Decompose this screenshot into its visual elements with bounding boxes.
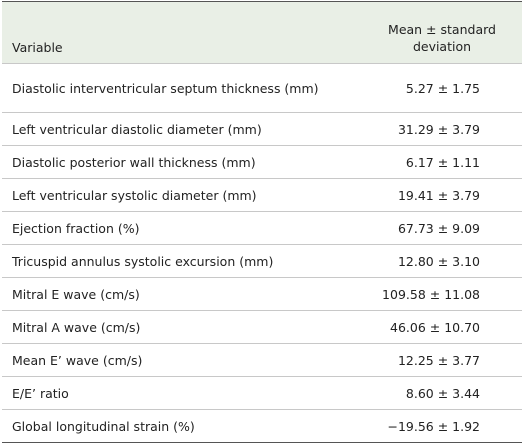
value-cell: 6.17 ± 1.11 [362, 145, 522, 179]
variable-cell: Mitral A wave (cm/s) [2, 310, 362, 344]
variable-cell: Global longitudinal strain (%) [2, 409, 362, 443]
table-row: Global longitudinal strain (%) −19.56 ± 1… [2, 409, 522, 443]
value-cell: 19.41 ± 3.79 [362, 178, 522, 212]
variable-cell: Diastolic posterior wall thickness (mm) [2, 145, 362, 179]
table-row: Ejection fraction (%) 67.73 ± 9.09 [2, 211, 522, 245]
value-cell: 67.73 ± 9.09 [362, 211, 522, 245]
value-cell: 31.29 ± 3.79 [362, 112, 522, 146]
variable-cell: Ejection fraction (%) [2, 211, 362, 245]
variable-cell: Left ventricular systolic diameter (mm) [2, 178, 362, 212]
value-cell: 46.06 ± 10.70 [362, 310, 522, 344]
table-row: Mean E’ wave (cm/s) 12.25 ± 3.77 [2, 343, 522, 377]
header-cell: Mean ± standard deviation [362, 1, 522, 64]
table-row: Diastolic interventricular septum thickn… [2, 63, 522, 113]
variable-cell: Tricuspid annulus systolic excursion (mm… [2, 244, 362, 278]
value-cell: 5.27 ± 1.75 [362, 63, 522, 113]
value-cell: −19.56 ± 1.92 [362, 409, 522, 443]
table-row: Left ventricular systolic diameter (mm) 1… [2, 178, 522, 212]
table-row: Mitral A wave (cm/s) 46.06 ± 10.70 [2, 310, 522, 344]
header-row: Variable Mean ± standard deviation [2, 1, 522, 64]
table-row: Mitral E wave (cm/s) 109.58 ± 11.08 [2, 277, 522, 311]
value-cell: 8.60 ± 3.44 [362, 376, 522, 410]
variable-cell: E/E’ ratio [2, 376, 362, 410]
variable-cell: Mitral E wave (cm/s) [2, 277, 362, 311]
table-row: E/E’ ratio 8.60 ± 3.44 [2, 376, 522, 410]
value-cell: 12.80 ± 3.10 [362, 244, 522, 278]
value-cell: 109.58 ± 11.08 [362, 277, 522, 311]
table-row: Diastolic posterior wall thickness (mm) 6… [2, 145, 522, 179]
variable-cell: Left ventricular diastolic diameter (mm) [2, 112, 362, 146]
variable-cell: Diastolic interventricular septum thickn… [2, 63, 362, 113]
value-cell: 12.25 ± 3.77 [362, 343, 522, 377]
table-row: Tricuspid annulus systolic excursion (mm… [2, 244, 522, 278]
table-body: Diastolic interventricular septum thickn… [2, 63, 522, 443]
variable-cell: Mean E’ wave (cm/s) [2, 343, 362, 377]
header-cell: Variable [2, 1, 362, 64]
table-row: Left ventricular diastolic diameter (mm)… [2, 112, 522, 146]
